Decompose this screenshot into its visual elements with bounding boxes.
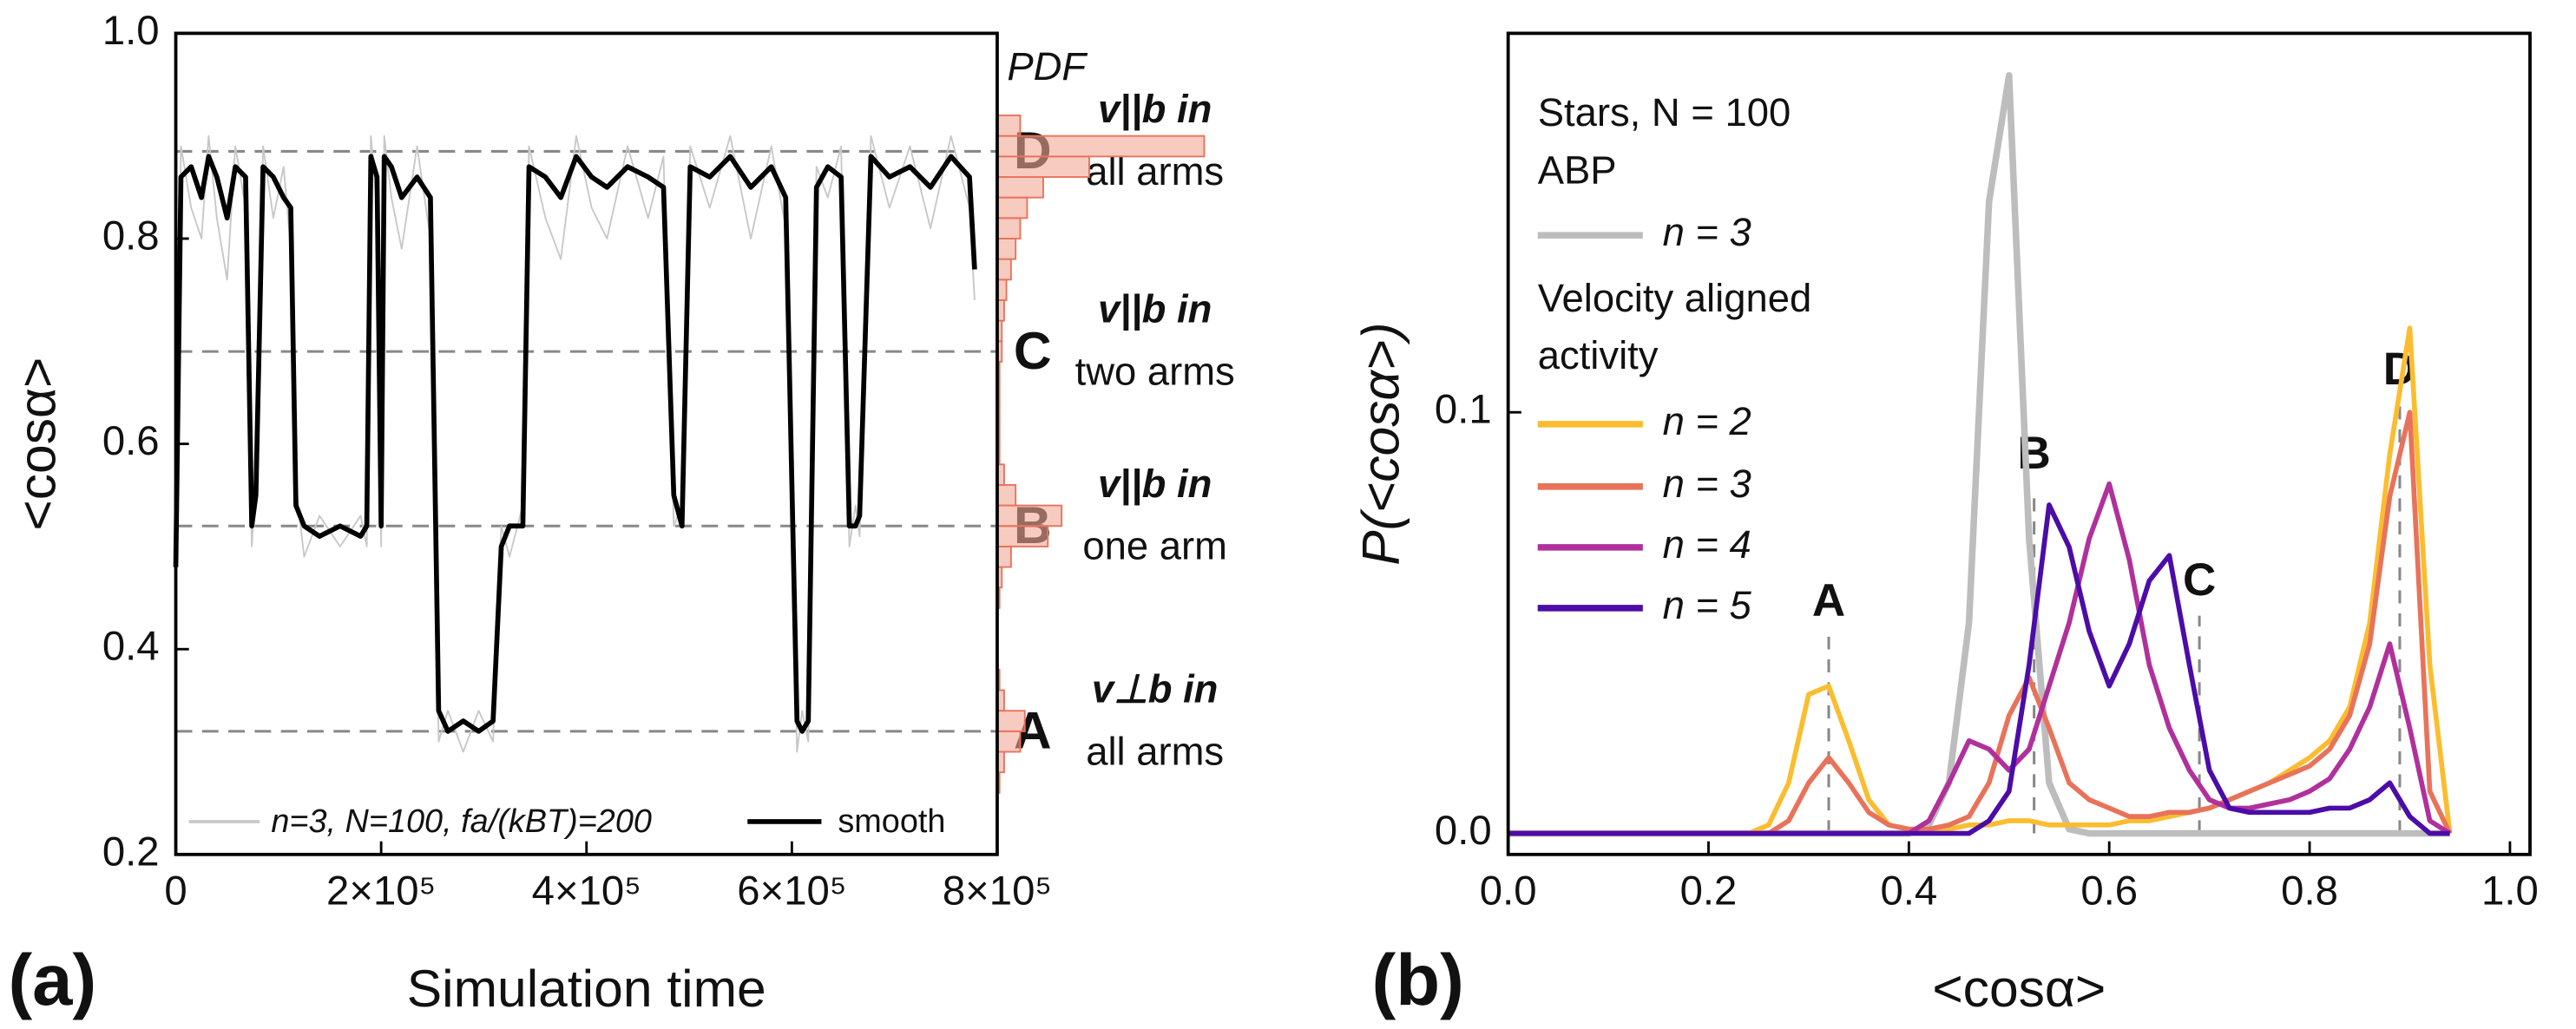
x-tick-label: 8×10⁵ bbox=[943, 868, 1052, 914]
pdf-bar bbox=[996, 115, 1022, 137]
x-tick-label: 4×10⁵ bbox=[532, 868, 641, 914]
x-tick-label: 0 bbox=[164, 868, 187, 914]
legend-label: n = 2 bbox=[1663, 399, 1751, 443]
panel-label: (b) bbox=[1372, 940, 1464, 1020]
y-tick-label: 0.1 bbox=[1435, 387, 1492, 433]
plot-frame bbox=[174, 31, 999, 856]
x-tick-label: 6×10⁵ bbox=[737, 868, 846, 914]
annotation: v||b in bbox=[1098, 287, 1212, 331]
x-tick-label: 0.4 bbox=[1880, 868, 1937, 914]
legend-label: n = 3 bbox=[1663, 210, 1751, 254]
pdf-bar bbox=[996, 483, 1017, 507]
x-tick-label: 0.2 bbox=[1680, 868, 1738, 914]
y-axis-label: P(<cosα>) bbox=[1351, 322, 1410, 565]
x-tick-label: 2×10⁵ bbox=[326, 868, 436, 914]
y-axis-label: <cosα> bbox=[7, 357, 66, 531]
pdf-bar bbox=[996, 134, 1206, 158]
pdf-bar bbox=[996, 504, 1063, 528]
legend-label: smooth bbox=[838, 803, 945, 840]
y-tick-label: 0.0 bbox=[1435, 808, 1492, 854]
annotation: one arm bbox=[1082, 524, 1227, 568]
annotation: v||b in bbox=[1098, 87, 1212, 131]
pdf-bar bbox=[996, 176, 1044, 199]
series-line bbox=[1508, 481, 2452, 836]
legend-header: ABP bbox=[1538, 147, 1617, 192]
y-tick-label: 0.6 bbox=[102, 418, 160, 464]
legend-header: Velocity aligned bbox=[1538, 276, 1812, 320]
y-tick-label: 0.8 bbox=[102, 213, 160, 259]
x-tick-label: 0.6 bbox=[2080, 868, 2138, 914]
legend-label: n = 5 bbox=[1663, 583, 1752, 627]
pdf-bar bbox=[996, 730, 1022, 753]
series-line bbox=[1508, 502, 2450, 836]
series-line bbox=[173, 154, 977, 734]
y-tick-label: 0.2 bbox=[102, 829, 160, 875]
annotation: two arms bbox=[1075, 350, 1235, 394]
pdf-bar bbox=[996, 545, 1012, 568]
reference-letter: A bbox=[1812, 575, 1845, 626]
y-tick-label: 0.4 bbox=[102, 624, 160, 670]
annotation: all arms bbox=[1086, 729, 1224, 773]
legend-label: n=3, N=100, fa/(kBT)=200 bbox=[271, 803, 652, 840]
legend-header: Stars, N = 100 bbox=[1538, 90, 1791, 134]
annotation: v||b in bbox=[1098, 462, 1212, 506]
x-tick-label: 0.8 bbox=[2281, 868, 2338, 914]
annotation: v⊥b in bbox=[1092, 666, 1219, 711]
y-tick-label: 1.0 bbox=[102, 8, 160, 54]
x-axis-label: Simulation time bbox=[407, 959, 766, 1018]
x-tick-label: 0.0 bbox=[1480, 868, 1537, 914]
series-line bbox=[1508, 72, 2450, 837]
pdf-bar bbox=[996, 217, 1022, 239]
plot-frame bbox=[1506, 31, 2532, 856]
panel-label: (a) bbox=[8, 940, 96, 1020]
pdf-label: PDF bbox=[1007, 44, 1088, 88]
reference-letter: C bbox=[2183, 554, 2216, 606]
x-tick-label: 1.0 bbox=[2481, 868, 2539, 914]
pdf-bar bbox=[996, 238, 1017, 260]
pdf-bar bbox=[996, 196, 1028, 220]
legend-label: n = 3 bbox=[1663, 462, 1751, 506]
legend-header: activity bbox=[1538, 333, 1659, 377]
legend-label: n = 4 bbox=[1663, 522, 1751, 567]
pdf-bar bbox=[996, 710, 1026, 732]
reference-letter: C bbox=[1014, 321, 1052, 380]
pdf-bar bbox=[996, 525, 1049, 547]
pdf-bar bbox=[996, 258, 1012, 281]
x-axis-label: <cosα> bbox=[1932, 959, 2106, 1018]
pdf-bar bbox=[996, 155, 1090, 178]
